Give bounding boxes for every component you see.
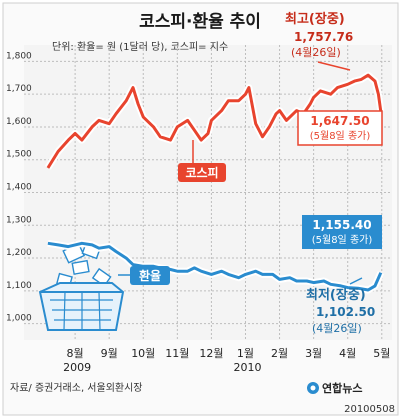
y-tick-label: 1,700 [6, 84, 32, 94]
y-tick-label: 1,400 [6, 183, 32, 193]
unit-note: 단위: 환율= 원 (1달러 당), 코스피= 지수 [52, 40, 228, 53]
y-tick-label: 1,300 [6, 215, 32, 225]
logo-text: 연합뉴스 [322, 381, 362, 395]
x-tick-labels: 8월 9월 10월 11월 12월 1월 2월 3월 4월 5월 2009 2010 [63, 347, 390, 374]
x-tick-label: 5월 [373, 347, 390, 360]
x-tick-label: 8월 [67, 347, 84, 360]
x-tick-label: 4월 [339, 347, 356, 360]
y-tick-label: 1,200 [6, 248, 32, 258]
y-tick-label: 1,000 [6, 314, 32, 324]
kospi-high-date: (4월26일) [291, 45, 341, 59]
kospi-close-value: 1,647.50 [310, 114, 369, 128]
x-year-label: 2010 [233, 361, 261, 374]
x-tick-label: 10월 [131, 347, 155, 360]
x-tick-label: 11월 [165, 347, 189, 360]
fx-label-text: 환율 [139, 268, 161, 283]
x-tick-label: 1월 [237, 347, 254, 360]
kospi-series-line [46, 73, 383, 169]
kospi-high-title: 최고(장중) [285, 11, 345, 27]
fx-close-value: 1,155.40 [312, 218, 371, 232]
fx-close-annotation: 1,155.40 (5월8일 종가) [302, 215, 382, 249]
kospi-series-label: 코스피 [178, 140, 226, 182]
x-year-label: 2009 [63, 361, 91, 374]
fx-low-title: 최저(장중) [306, 287, 366, 303]
date-code: 20100508 [344, 404, 395, 415]
yonhap-logo: 연합뉴스 [307, 381, 362, 395]
x-tick-label: 9월 [101, 347, 118, 360]
fx-close-date: (5월8일 종가) [312, 234, 373, 246]
kospi-high-value: 1,757.76 [294, 30, 353, 44]
fx-series-label: 환율 [118, 266, 170, 285]
y-tick-label: 1,500 [6, 150, 32, 160]
chart-title: 코스피·환율 추이 [139, 12, 261, 32]
y-tick-label: 1,800 [6, 51, 32, 61]
y-tick-labels: 1,800 1,700 1,600 1,500 1,400 1,300 1,200 1,100… [6, 51, 32, 323]
fx-series-line [47, 241, 383, 292]
y-tick-label: 1,600 [6, 117, 32, 127]
source-note: 자료/ 증권거래소, 서울외환시장 [10, 382, 143, 394]
kospi-high-annotation: 최고(장중) 1,757.76 (4월26일) [285, 11, 353, 71]
money-basket-icon [38, 241, 125, 331]
y-tick-label: 1,100 [6, 281, 32, 291]
fx-low-annotation: 최저(장중) 1,102.50 (4월26일) [306, 277, 375, 335]
x-tick-label: 2월 [271, 347, 288, 360]
fx-low-date: (4월26일) [312, 321, 362, 335]
kospi-close-date: (5월8일 종가) [310, 130, 371, 142]
x-tick-label: 12월 [199, 347, 223, 360]
kospi-close-annotation: 1,647.50 (5월8일 종가) [297, 110, 383, 146]
fx-low-value: 1,102.50 [316, 305, 375, 319]
kospi-label-text: 코스피 [185, 165, 218, 180]
x-tick-label: 3월 [305, 347, 322, 360]
